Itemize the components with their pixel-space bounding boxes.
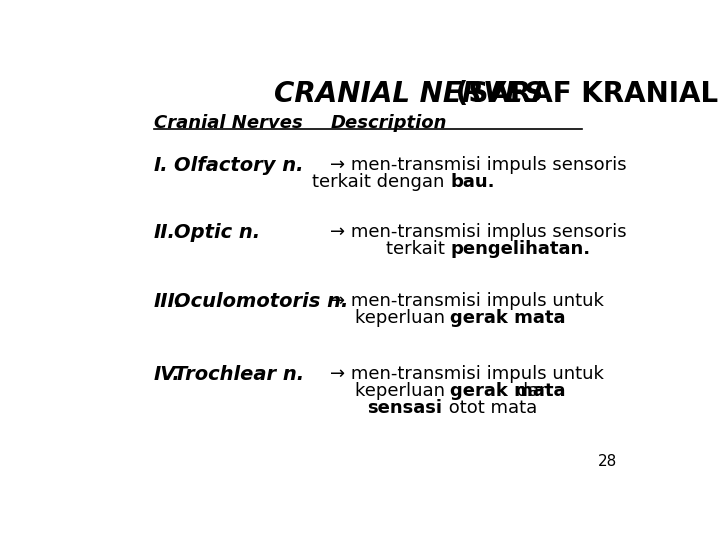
Text: CRANIAL NERVES: CRANIAL NERVES: [274, 80, 544, 108]
Text: Olfactory n.: Olfactory n.: [174, 156, 303, 174]
Text: terkait: terkait: [386, 240, 451, 258]
Text: → men-transmisi implus sensoris: → men-transmisi implus sensoris: [330, 222, 627, 241]
Text: bau.: bau.: [451, 173, 495, 191]
Text: pengelihatan.: pengelihatan.: [451, 240, 590, 258]
Text: Cranial Nerves: Cranial Nerves: [153, 113, 302, 132]
Text: (SARAF KRANIAL): (SARAF KRANIAL): [446, 80, 720, 108]
Text: IV.: IV.: [153, 365, 180, 384]
Text: → men-transmisi impuls sensoris: → men-transmisi impuls sensoris: [330, 156, 627, 174]
Text: keperluan: keperluan: [355, 382, 451, 400]
Text: otot mata: otot mata: [443, 399, 537, 417]
Text: terkait dengan: terkait dengan: [312, 173, 451, 191]
Text: keperluan: keperluan: [355, 309, 451, 327]
Text: Oculomotoris n.: Oculomotoris n.: [174, 292, 348, 311]
Text: Optic n.: Optic n.: [174, 222, 260, 241]
Text: gerak mata: gerak mata: [451, 309, 566, 327]
Text: dan: dan: [510, 382, 551, 400]
Text: 28: 28: [598, 454, 617, 469]
Text: → men-transmisi impuls untuk: → men-transmisi impuls untuk: [330, 365, 604, 383]
Text: gerak mata: gerak mata: [451, 382, 566, 400]
Text: sensasi: sensasi: [368, 399, 443, 417]
Text: Description: Description: [330, 113, 446, 132]
Text: III.: III.: [153, 292, 183, 311]
Text: II.: II.: [153, 222, 176, 241]
Text: → men-transmisi impuls untuk: → men-transmisi impuls untuk: [330, 292, 604, 310]
Text: I.: I.: [153, 156, 168, 174]
Text: Trochlear n.: Trochlear n.: [174, 365, 304, 384]
